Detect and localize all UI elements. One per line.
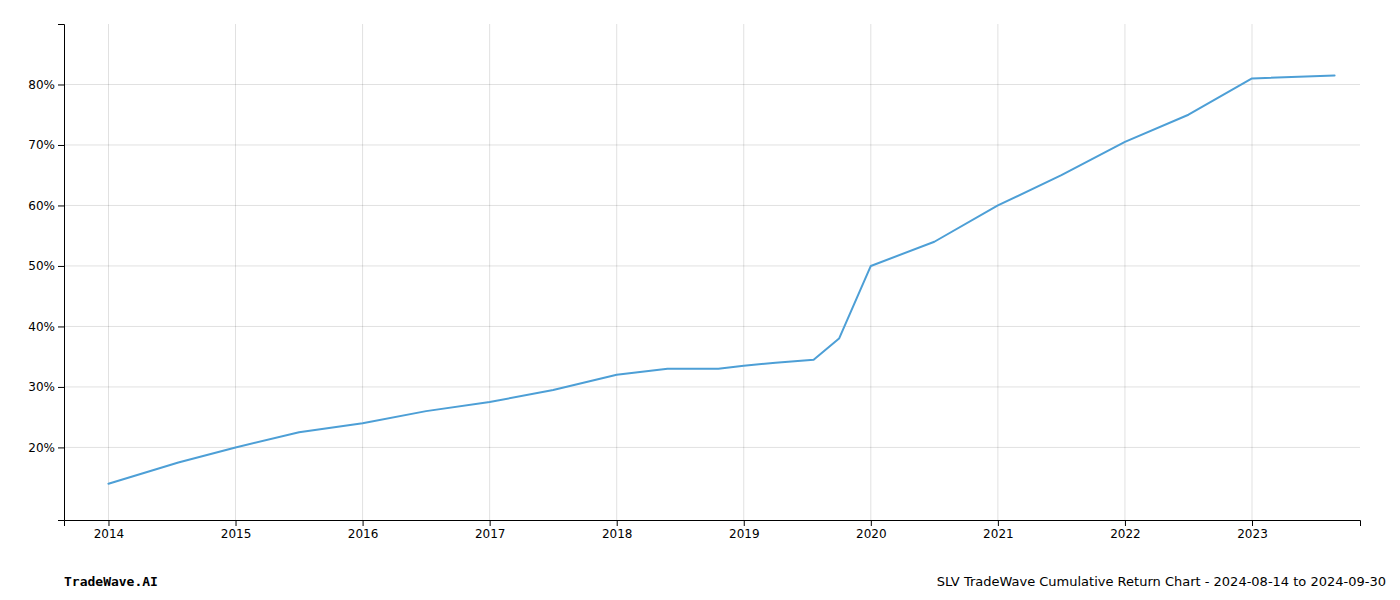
- x-grid-line: [743, 24, 744, 520]
- y-tick-mark: [58, 266, 64, 267]
- x-tick: 2014: [94, 520, 125, 541]
- y-axis-line: [58, 25, 65, 521]
- y-axis: 20% 30% 40% 50% 60% 70% 80%: [28, 25, 64, 521]
- y-grid-line: [64, 326, 1360, 327]
- x-grid-line: [489, 24, 490, 520]
- y-tick: 40%: [28, 320, 64, 334]
- y-grid-line: [64, 205, 1360, 206]
- x-tick-label: 2019: [729, 527, 760, 541]
- grid: [64, 24, 1360, 520]
- x-tick-mark: [744, 520, 745, 526]
- x-tick-label: 2021: [983, 527, 1014, 541]
- y-tick-label: 80%: [28, 78, 55, 92]
- y-tick: 60%: [28, 199, 64, 213]
- x-tick: 2019: [729, 520, 760, 541]
- x-axis: 2014 2015 2016 2017 2018 2019 2020 2021 2022 2023: [65, 520, 1361, 541]
- x-tick-label: 2016: [348, 527, 379, 541]
- x-tick-label: 2015: [221, 527, 252, 541]
- x-tick: 2023: [1237, 520, 1268, 541]
- x-tick-label: 2020: [856, 527, 887, 541]
- y-tick: 20%: [28, 441, 64, 455]
- x-grid-line: [997, 24, 998, 520]
- plot-area: [108, 75, 1334, 483]
- footer-left: TradeWave.AI: [64, 574, 158, 589]
- y-grid-line: [64, 144, 1360, 145]
- x-axis-line: [65, 521, 1361, 527]
- line: [108, 75, 1334, 483]
- x-tick-mark: [236, 520, 237, 526]
- x-tick: 2016: [348, 520, 379, 541]
- x-tick-label: 2022: [1110, 527, 1141, 541]
- y-tick-label: 20%: [28, 441, 55, 455]
- y-tick: 50%: [28, 259, 64, 273]
- y-grid-line: [64, 386, 1360, 387]
- footer-right: SLV TradeWave Cumulative Return Chart - …: [937, 574, 1386, 589]
- y-tick-label: 50%: [28, 259, 55, 273]
- y-tick-mark: [58, 387, 64, 388]
- x-tick-mark: [1252, 520, 1253, 526]
- y-tick-mark: [58, 145, 64, 146]
- y-tick: 70%: [28, 138, 64, 152]
- x-tick-mark: [108, 520, 109, 526]
- y-tick-mark: [58, 205, 64, 206]
- y-tick: 30%: [28, 380, 64, 394]
- x-tick-label: 2014: [94, 527, 125, 541]
- y-tick-label: 40%: [28, 320, 55, 334]
- x-grid-line: [616, 24, 617, 520]
- y-grid-line: [64, 84, 1360, 85]
- x-tick-mark: [617, 520, 618, 526]
- x-tick: 2021: [983, 520, 1014, 541]
- y-grid-line: [64, 265, 1360, 266]
- x-tick-label: 2018: [602, 527, 633, 541]
- x-tick: 2022: [1110, 520, 1141, 541]
- x-grid-line: [1124, 24, 1125, 520]
- x-grid-line: [1252, 24, 1253, 520]
- chart: 2014 2015 2016 2017 2018 2019 2020 2021 2022 2023…: [0, 0, 1400, 600]
- x-tick-mark: [363, 520, 364, 526]
- x-tick-mark: [1125, 520, 1126, 526]
- x-tick: 2018: [602, 520, 633, 541]
- x-tick: 2020: [856, 520, 887, 541]
- y-tick-mark: [58, 84, 64, 85]
- x-grid-line: [870, 24, 871, 520]
- y-tick-label: 60%: [28, 199, 55, 213]
- y-grid-line: [64, 447, 1360, 448]
- x-tick-label: 2023: [1237, 527, 1268, 541]
- x-tick-mark: [998, 520, 999, 526]
- x-tick-mark: [490, 520, 491, 526]
- x-tick-mark: [871, 520, 872, 526]
- y-tick-label: 70%: [28, 138, 55, 152]
- x-grid-line: [108, 24, 109, 520]
- x-grid-line: [235, 24, 236, 520]
- y-tick-mark: [58, 326, 64, 327]
- x-grid-line: [362, 24, 363, 520]
- y-tick-mark: [58, 447, 64, 448]
- x-tick: 2015: [221, 520, 252, 541]
- x-tick: 2017: [475, 520, 506, 541]
- x-tick-label: 2017: [475, 527, 506, 541]
- y-tick-label: 30%: [28, 380, 55, 394]
- y-tick: 80%: [28, 78, 64, 92]
